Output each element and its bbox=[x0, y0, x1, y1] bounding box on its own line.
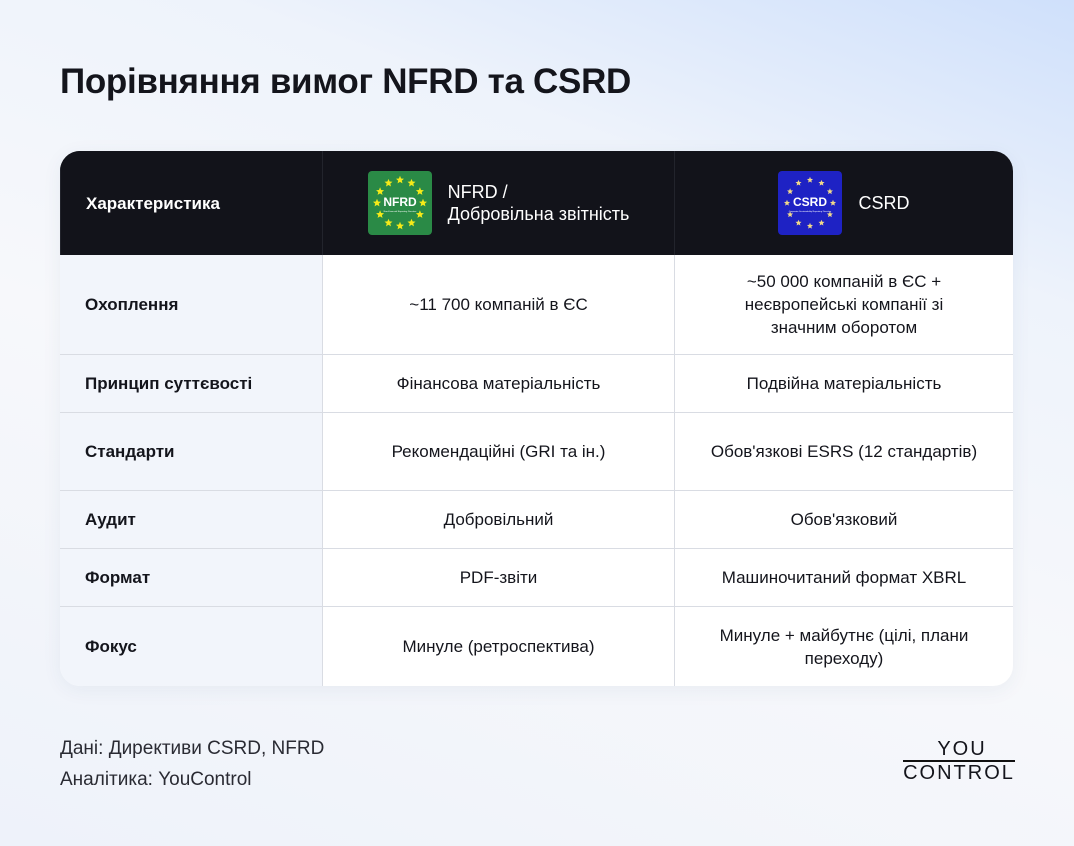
footer: Дані: Директиви CSRD, NFRD Аналітика: Yo… bbox=[60, 733, 324, 795]
star-icon bbox=[807, 176, 814, 183]
star-icon bbox=[395, 221, 404, 230]
star-icon bbox=[407, 178, 416, 187]
logo-background bbox=[778, 171, 843, 235]
table-header: Характеристика NFRD Non-Financial Reporti… bbox=[60, 151, 1013, 255]
logo-text: CSRD bbox=[793, 195, 827, 209]
analytics-note: Аналітика: YouControl bbox=[60, 769, 252, 790]
csrd-value: ~50 000 компаній в ЄС + неєвропейські ко… bbox=[674, 255, 1013, 354]
star-icon bbox=[830, 199, 837, 206]
header-characteristic: Характеристика bbox=[60, 151, 322, 255]
star-icon bbox=[384, 218, 393, 227]
header-nfrd: NFRD Non-Financial Reporting Directive NF… bbox=[322, 151, 674, 255]
star-icon bbox=[784, 199, 791, 206]
star-icon bbox=[415, 210, 424, 218]
star-icon bbox=[827, 211, 834, 218]
csrd-value: Обов'язкові ESRS (12 стандартів) bbox=[674, 413, 1013, 490]
page-title: Порівняння вимог NFRD та CSRD bbox=[60, 62, 632, 101]
logo-subtext: Corporate Sustainability Reporting Direc… bbox=[789, 210, 832, 213]
table-row: Фокус Минуле (ретроспектива) Минуле + майб… bbox=[60, 607, 1013, 686]
star-icon bbox=[375, 187, 384, 195]
table-row: Аудит Добровільний Обов'язковий bbox=[60, 491, 1013, 549]
star-icon bbox=[818, 219, 826, 226]
star-icon bbox=[384, 178, 393, 187]
nfrd-value: Минуле (ретроспектива) bbox=[322, 607, 674, 686]
logo-bar bbox=[903, 760, 1015, 762]
star-icon bbox=[827, 188, 834, 195]
nfrd-value: Рекомендаційні (GRI та ін.) bbox=[322, 413, 674, 490]
logo-line1: YOU bbox=[937, 738, 987, 760]
logo-line2: CONTROL bbox=[903, 762, 1015, 784]
star-icon bbox=[375, 210, 384, 218]
row-label: Принцип суттєвості bbox=[60, 355, 322, 412]
logo-background bbox=[367, 171, 432, 235]
header-csrd-label: CSRD bbox=[858, 193, 910, 213]
nfrd-value: ~11 700 компаній в ЄС bbox=[322, 255, 674, 354]
row-label: Охоплення bbox=[60, 255, 322, 354]
table-row: Охоплення ~11 700 компаній в ЄС ~50 000 ко… bbox=[60, 255, 1013, 355]
nfrd-value: Добровільний bbox=[322, 491, 674, 548]
table-row: Принцип суттєвості Фінансова матеріальніс… bbox=[60, 355, 1013, 413]
star-icon bbox=[787, 188, 794, 195]
csrd-value: Минуле + майбутнє (цілі, плани переходу) bbox=[674, 607, 1013, 686]
star-icon bbox=[787, 211, 794, 218]
nfrd-value: PDF-звіти bbox=[322, 549, 674, 606]
star-icon bbox=[818, 179, 826, 186]
star-icon bbox=[407, 218, 416, 227]
nfrd-value: Фінансова матеріальність bbox=[322, 355, 674, 412]
row-label: Формат bbox=[60, 549, 322, 606]
table-row: Формат PDF-звіти Машиночитаний формат XBRL bbox=[60, 549, 1013, 607]
comparison-table: Характеристика NFRD Non-Financial Reporti… bbox=[60, 151, 1013, 686]
table-row: Стандарти Рекомендаційні (GRI та ін.) Обов… bbox=[60, 413, 1013, 491]
logo-subtext: Non-Financial Reporting Directive bbox=[383, 210, 416, 213]
source-note: Дані: Директиви CSRD, NFRD bbox=[60, 738, 325, 759]
row-label: Аудит bbox=[60, 491, 322, 548]
csrd-value: Обов'язковий bbox=[674, 491, 1013, 548]
csrd-value: Машиночитаний формат XBRL bbox=[674, 549, 1013, 606]
csrd-value: Подвійна матеріальність bbox=[674, 355, 1013, 412]
header-nfrd-line1: NFRD / bbox=[447, 182, 508, 202]
star-icon bbox=[795, 219, 803, 226]
star-icon bbox=[372, 198, 381, 207]
youcontrol-logo: YOU CONTROL bbox=[903, 739, 1015, 783]
header-csrd: CSRD Corporate Sustainability Reporting D… bbox=[674, 151, 1013, 255]
row-label: Стандарти bbox=[60, 413, 322, 490]
star-icon bbox=[418, 198, 427, 207]
star-icon bbox=[395, 175, 404, 184]
star-icon bbox=[795, 179, 803, 186]
star-icon bbox=[807, 222, 814, 229]
logo-text: NFRD bbox=[383, 195, 417, 209]
star-icon bbox=[415, 187, 424, 195]
row-label: Фокус bbox=[60, 607, 322, 686]
header-nfrd-line2: Добровільна звітність bbox=[447, 204, 630, 224]
